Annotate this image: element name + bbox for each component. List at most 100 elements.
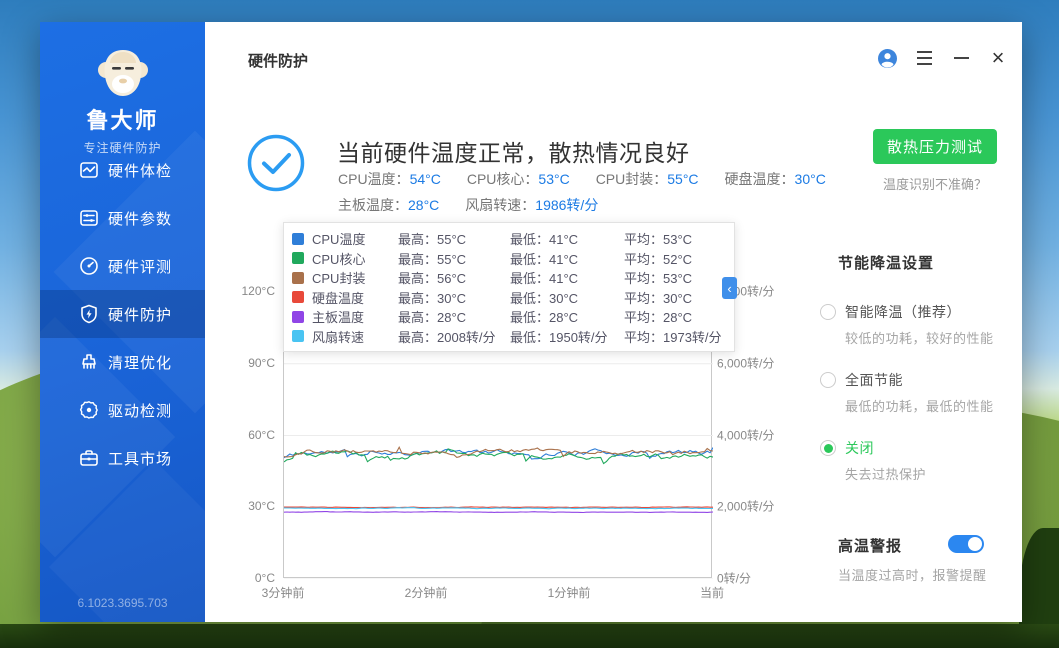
- series-name: CPU核心: [312, 251, 366, 267]
- stat-label: CPU封装：: [595, 171, 668, 187]
- ludashi-logo-icon: [97, 50, 148, 96]
- main-panel: 硬件防护 × 当前硬件温度正常，散热情况良好 CPU温度：54°C CPU核心：5…: [205, 22, 1022, 622]
- stat-label: CPU核心：: [466, 171, 539, 187]
- series-min: 最低：41°C: [510, 271, 579, 287]
- chart-legend-panel: CPU温度 最高：55°C 最低：41°C 平均：53°C CPU核心 最高：55°C 最低…: [283, 222, 735, 352]
- window-controls: ×: [877, 45, 1008, 70]
- series-max: 最高：56°C: [398, 271, 467, 287]
- version-number: 6.1023.3695.703: [77, 596, 168, 610]
- menu-icon[interactable]: [914, 48, 934, 68]
- radio-selected-icon[interactable]: [820, 440, 836, 456]
- heat-stress-test-button[interactable]: 散热压力测试: [873, 129, 997, 164]
- tool-market-icon: [79, 448, 99, 468]
- radio-description: 失去过热保护: [845, 467, 927, 482]
- hardware-protect-icon: [79, 304, 99, 324]
- series-name: CPU温度: [312, 232, 366, 248]
- sidebar: 鲁大师 专注硬件防护 硬件体检 硬件参数 硬件评测 硬件防护 清理优化 驱动检测…: [40, 22, 205, 622]
- hardware-params-icon: [79, 208, 99, 228]
- x-axis-tick: 1分钟前: [547, 586, 591, 600]
- radio-option[interactable]: 智能降温（推荐）: [820, 302, 1015, 322]
- high-temp-alarm-desc: 当温度过高时，报警提醒: [838, 568, 987, 583]
- sidebar-item-2[interactable]: 硬件参数: [40, 194, 205, 242]
- app-slogan: 专注硬件防护: [83, 141, 162, 155]
- series-min: 最低：1950转/分: [510, 329, 608, 345]
- wallpaper-trees: [0, 624, 1059, 648]
- series-name: 风扇转速: [312, 329, 365, 345]
- series-color-swatch: [292, 252, 304, 265]
- legend-row: CPU封装 最高：56°C 最低：41°C 平均：53°C: [292, 268, 734, 288]
- series-max: 最高：28°C: [398, 310, 467, 326]
- page-title: 硬件防护: [248, 53, 309, 70]
- series-color-swatch: [292, 291, 304, 304]
- series-max: 最高：30°C: [398, 290, 467, 306]
- sidebar-item-5[interactable]: 清理优化: [40, 338, 205, 386]
- temperature-inaccurate-link[interactable]: 温度识别不准确？: [882, 177, 987, 192]
- stat-value: 55°C: [667, 171, 699, 187]
- series-min: 最低：30°C: [510, 290, 579, 306]
- legend-row: 主板温度 最高：28°C 最低：28°C 平均：28°C: [292, 307, 734, 327]
- temperature-stats-row: 主板温度：28°C 风扇转速：1986转/分: [338, 195, 598, 215]
- series-min: 最低：28°C: [510, 310, 579, 326]
- radio-description: 较低的功耗，较好的性能: [845, 331, 994, 346]
- cooling-option-3: 关闭 失去过热保护: [820, 438, 1015, 483]
- cooling-option-1: 智能降温（推荐） 较低的功耗，较好的性能: [820, 302, 1015, 347]
- series-name: 主板温度: [312, 310, 365, 326]
- close-icon[interactable]: ×: [991, 45, 1005, 70]
- sidebar-item-4-selected[interactable]: 硬件防护: [40, 290, 205, 338]
- stat-value: 54°C: [409, 171, 441, 187]
- left-axis-tick: 0°C: [254, 571, 275, 585]
- sidebar-item-label: 硬件评测: [108, 258, 173, 276]
- sidebar-item-label: 驱动检测: [108, 402, 173, 420]
- driver-detect-icon: [79, 400, 99, 420]
- user-avatar-icon[interactable]: [877, 48, 897, 68]
- high-temp-alarm-toggle[interactable]: [948, 535, 984, 553]
- app-window: 鲁大师 专注硬件防护 硬件体检 硬件参数 硬件评测 硬件防护 清理优化 驱动检测…: [40, 22, 1022, 622]
- series-name: 硬盘温度: [312, 290, 365, 306]
- legend-collapse-button[interactable]: ‹: [722, 277, 737, 299]
- right-axis-tick: 2,000转/分: [717, 499, 775, 514]
- sidebar-item-label: 清理优化: [108, 354, 173, 372]
- sidebar-item-3[interactable]: 硬件评测: [40, 242, 205, 290]
- stat-item: 主板温度：28°C: [338, 195, 439, 215]
- hardware-checkup-icon: [79, 160, 99, 180]
- hardware-benchmark-icon: [79, 256, 99, 276]
- series-min: 最低：41°C: [510, 232, 579, 248]
- stat-value: 28°C: [408, 197, 440, 213]
- series-max: 最高：55°C: [398, 251, 467, 267]
- radio-option[interactable]: 全面节能: [820, 370, 1015, 390]
- app-name: 鲁大师: [86, 108, 159, 133]
- status-headline: 当前硬件温度正常，散热情况良好: [337, 140, 690, 166]
- legend-row: 风扇转速 最高：2008转/分 最低：1950转/分 平均：1973转/分: [292, 327, 734, 347]
- minimize-icon[interactable]: [951, 48, 971, 68]
- radio-option[interactable]: 关闭: [820, 438, 1015, 458]
- series-min: 最低：41°C: [510, 251, 579, 267]
- sidebar-item-6[interactable]: 驱动检测: [40, 386, 205, 434]
- series-max: 最高：2008转/分: [398, 329, 496, 345]
- series-color-swatch: [292, 232, 304, 245]
- left-axis-tick: 30°C: [248, 499, 275, 514]
- right-axis-tick: 6,000转/分: [717, 356, 775, 371]
- sidebar-item-7[interactable]: 工具市场: [40, 434, 205, 482]
- stat-value: 53°C: [538, 171, 570, 187]
- stat-item: CPU封装：55°C: [596, 169, 699, 189]
- left-axis-tick: 60°C: [248, 427, 275, 442]
- series-max: 最高：55°C: [398, 232, 467, 248]
- series-color-swatch: [292, 271, 304, 284]
- cooling-settings-title: 节能降温设置: [838, 255, 935, 272]
- sidebar-item-label: 硬件防护: [108, 306, 173, 324]
- radio-label: 智能降温（推荐）: [845, 304, 961, 320]
- radio-unselected-icon[interactable]: [820, 304, 836, 320]
- x-axis-tick: 2分钟前: [404, 586, 448, 600]
- legend-row: 硬盘温度 最高：30°C 最低：30°C 平均：30°C: [292, 288, 734, 308]
- left-axis-tick: 120°C: [241, 284, 276, 298]
- stat-label: 硬盘温度：: [724, 171, 795, 187]
- radio-unselected-icon[interactable]: [820, 372, 836, 388]
- high-temp-alarm-title: 高温警报: [838, 538, 903, 555]
- series-color-swatch: [292, 310, 304, 323]
- sidebar-item-1[interactable]: 硬件体检: [40, 146, 205, 194]
- stat-label: 主板温度：: [338, 197, 408, 213]
- sidebar-item-label: 工具市场: [108, 450, 173, 468]
- right-axis-tick: 4,000转/分: [717, 428, 775, 442]
- cooling-mode-options: 智能降温（推荐） 较低的功耗，较好的性能 全面节能 最低的功耗，最低的性能 关闭…: [820, 302, 1015, 506]
- series-avg: 平均：52°C: [624, 251, 693, 267]
